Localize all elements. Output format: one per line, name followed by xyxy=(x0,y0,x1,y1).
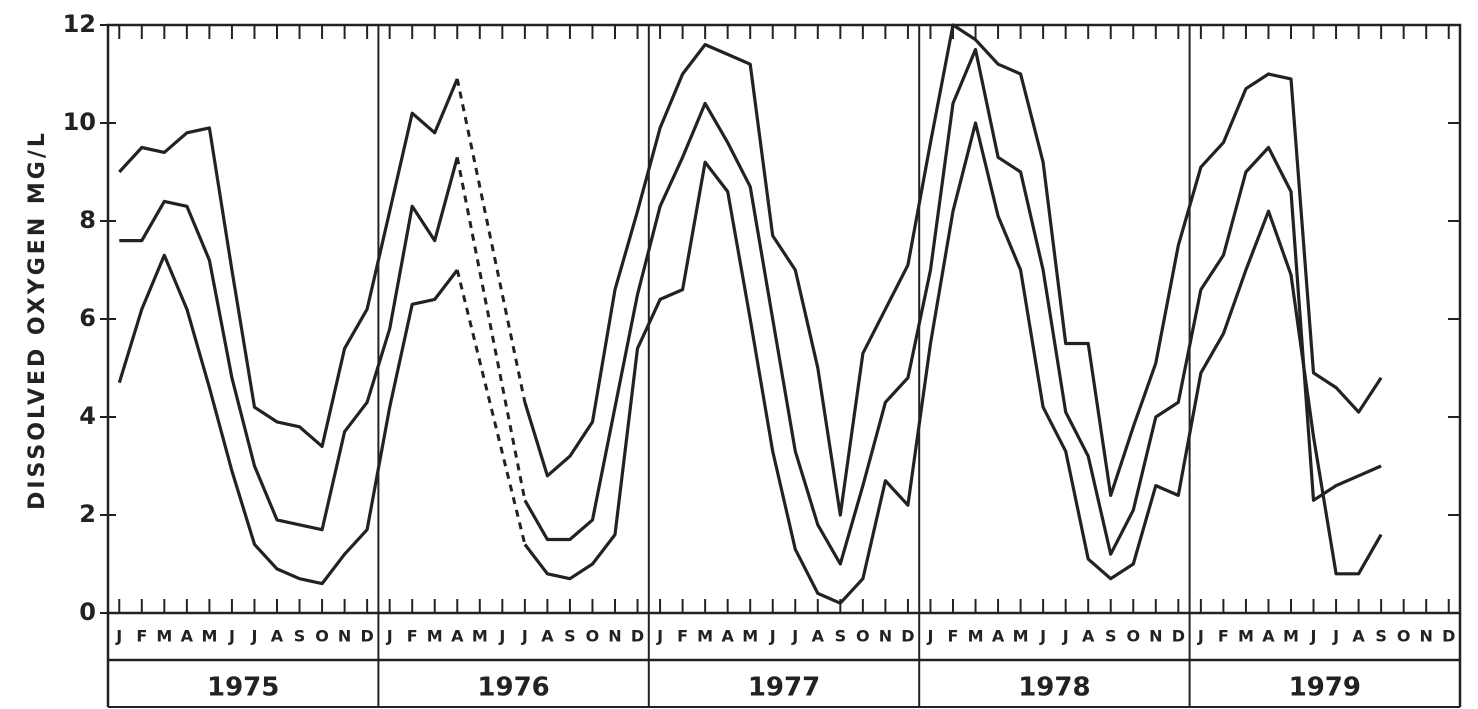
x-tick-label: N xyxy=(1149,627,1162,646)
x-tick-label: A xyxy=(1082,627,1095,646)
y-tick-label: 8 xyxy=(79,206,96,234)
y-tick-label: 2 xyxy=(79,500,96,528)
x-tick-label: J xyxy=(1310,627,1317,646)
x-tick-label: J xyxy=(656,627,663,646)
x-tick-label: J xyxy=(1039,627,1046,646)
x-tick-label: A xyxy=(1352,627,1365,646)
x-tick-label: M xyxy=(1238,627,1254,646)
x-tick-label: O xyxy=(1397,627,1411,646)
x-tick-label: A xyxy=(541,627,554,646)
year-label: 1975 xyxy=(207,673,279,703)
data-line xyxy=(118,23,1383,517)
x-tick-label: D xyxy=(631,627,644,646)
x-tick-label: J xyxy=(926,627,933,646)
x-tick-label: M xyxy=(742,627,758,646)
x-tick-label: J xyxy=(769,627,776,646)
x-tick-label: M xyxy=(968,627,984,646)
year-label: 1977 xyxy=(748,673,820,703)
x-tick-label: F xyxy=(948,627,959,646)
x-tick-label: O xyxy=(1126,627,1140,646)
y-tick-label: 4 xyxy=(79,402,96,430)
year-label: 1979 xyxy=(1289,673,1361,703)
x-tick-label: N xyxy=(879,627,892,646)
x-tick-label: A xyxy=(181,627,194,646)
y-axis-label: DISSOLVED OXYGEN MG/L xyxy=(25,130,50,510)
x-tick-label: J xyxy=(1197,627,1204,646)
year-label: 1976 xyxy=(477,673,549,703)
plot-frame xyxy=(106,23,1462,615)
x-tick-label: N xyxy=(1420,627,1433,646)
gap-bridge xyxy=(455,269,527,545)
x-tick-label: J xyxy=(1062,627,1069,646)
x-tick-label: J xyxy=(228,627,235,646)
x-tick-label: N xyxy=(338,627,351,646)
x-tick-label: J xyxy=(250,627,257,646)
x-tick-label: J xyxy=(521,627,528,646)
x-tick-label: J xyxy=(1332,627,1339,646)
y-tick-label: 10 xyxy=(63,108,96,136)
gap-bridge xyxy=(455,157,527,501)
x-tick-label: M xyxy=(427,627,443,646)
x-tick-label: O xyxy=(856,627,870,646)
x-tick-label: J xyxy=(498,627,505,646)
x-tick-label: A xyxy=(1262,627,1275,646)
x-tick-label: M xyxy=(1283,627,1299,646)
x-tick-label: S xyxy=(294,627,306,646)
y-tick-label: 6 xyxy=(79,304,96,332)
x-tick-label: D xyxy=(1442,627,1455,646)
x-tick-label: O xyxy=(315,627,329,646)
x-tick-label: S xyxy=(1375,627,1387,646)
x-tick-label: D xyxy=(1172,627,1185,646)
x-tick-label: F xyxy=(136,627,147,646)
x-tick-label: J xyxy=(115,627,122,646)
x-tick-label: A xyxy=(451,627,464,646)
x-tick-label: S xyxy=(564,627,576,646)
year-label: 1978 xyxy=(1018,673,1090,703)
x-tick-label: J xyxy=(791,627,798,646)
x-tick-label: M xyxy=(201,627,217,646)
x-tick-label: M xyxy=(472,627,488,646)
x-tick-label: S xyxy=(1105,627,1117,646)
y-tick-label: 12 xyxy=(63,10,96,38)
x-tick-label: O xyxy=(586,627,600,646)
x-tick-label: F xyxy=(677,627,688,646)
x-tick-label: M xyxy=(1013,627,1029,646)
data-line xyxy=(117,121,1383,605)
x-tick-label: D xyxy=(901,627,914,646)
x-tick-label: A xyxy=(992,627,1005,646)
x-tick-label: A xyxy=(721,627,734,646)
gap-bridge xyxy=(455,78,527,403)
x-tick-label: F xyxy=(407,627,418,646)
x-tick-label: A xyxy=(271,627,284,646)
x-tick-label: M xyxy=(697,627,713,646)
x-tick-label: F xyxy=(1218,627,1229,646)
x-tick-label: M xyxy=(156,627,172,646)
y-tick-label: 0 xyxy=(79,598,96,626)
x-tick-label: D xyxy=(360,627,373,646)
x-tick-label: J xyxy=(386,627,393,646)
data-line xyxy=(119,47,1382,566)
x-tick-label: S xyxy=(835,627,847,646)
x-tick-label: A xyxy=(812,627,825,646)
x-tick-label: N xyxy=(608,627,621,646)
